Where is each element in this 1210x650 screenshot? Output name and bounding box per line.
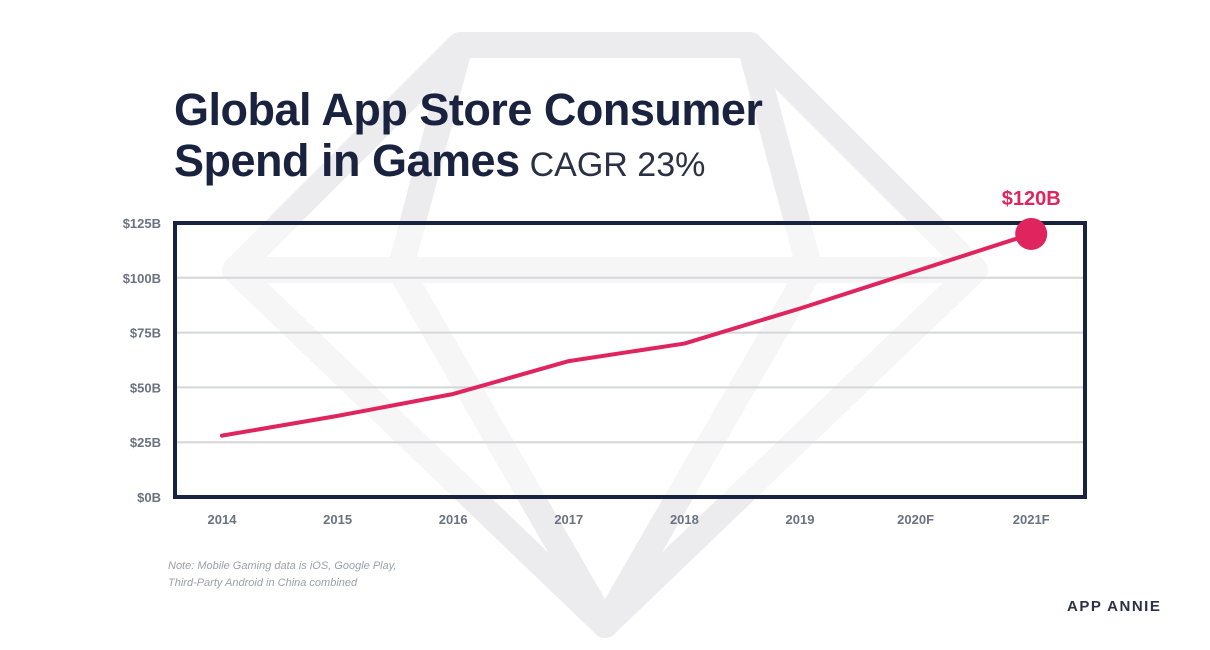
y-tick-label: $125B (123, 216, 161, 231)
x-tick-label: 2016 (439, 512, 468, 527)
x-tick-label: 2015 (323, 512, 352, 527)
y-tick-label: $75B (130, 326, 161, 341)
y-tick-label: $50B (130, 380, 161, 395)
series-line (220, 231, 1034, 438)
brand-logo: APP ANNIE (1067, 598, 1162, 615)
x-tick-label: 2017 (554, 512, 583, 527)
note-line1: Note: Mobile Gaming data is iOS, Google … (168, 560, 397, 572)
x-tick-label: 2018 (670, 512, 699, 527)
plot-background (175, 223, 1085, 497)
chart-title-line1: Global App Store Consumer (174, 84, 763, 135)
x-tick-label: 2019 (786, 512, 815, 527)
y-tick-label: $25B (130, 435, 161, 450)
y-tick-label: $100B (123, 271, 161, 286)
chart-subtitle: CAGR 23% (529, 146, 706, 184)
plot-frame (173, 221, 1087, 499)
note-line2: Third-Party Android in China combined (168, 577, 358, 589)
chart-title-line2: Spend in Games CAGR 23% (174, 137, 705, 189)
x-tick-label: 2014 (208, 512, 238, 527)
chart-title-line2-text: Spend in Games (174, 135, 520, 186)
x-tick-label: 2020F (897, 512, 934, 527)
x-tick-label: 2021F (1013, 512, 1050, 527)
y-tick-label: $0B (137, 490, 161, 505)
data-label-final: $120B (1002, 188, 1061, 210)
final-data-point (1015, 217, 1048, 250)
